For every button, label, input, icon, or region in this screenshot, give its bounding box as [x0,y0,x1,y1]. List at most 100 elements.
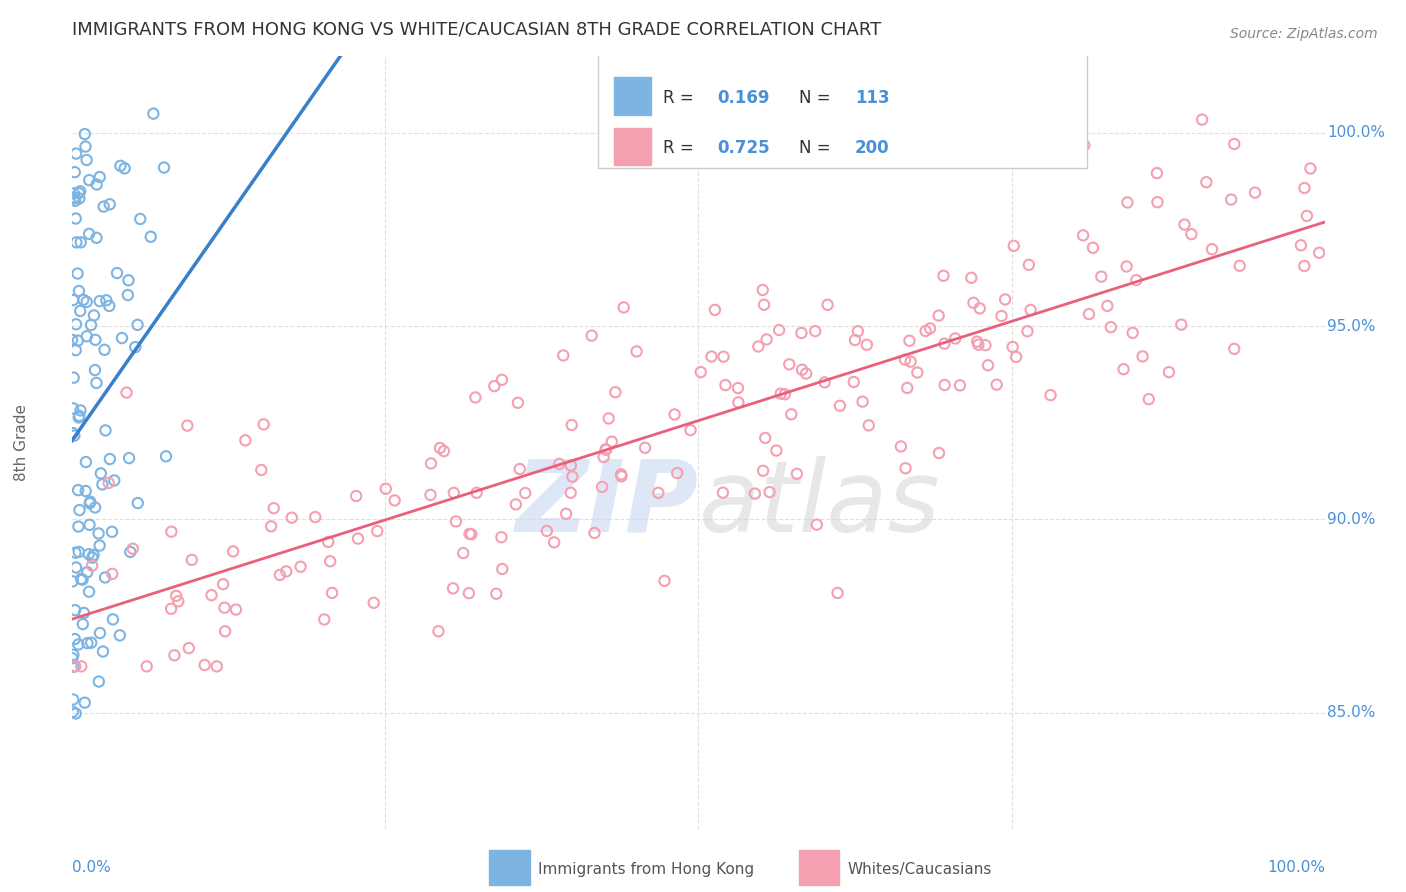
Text: N =: N = [799,89,835,107]
Point [76,294,98,309]
Point [949,378,972,392]
Point [89,539,111,553]
Point [83,548,105,562]
Point [121,541,143,556]
Point [506,396,529,410]
Point [994,293,1017,307]
Point [460,527,482,541]
Point [1078,307,1101,321]
Point [77,584,100,599]
Point [65,659,87,673]
Point [214,600,236,615]
Point [222,544,245,558]
Point [943,331,966,345]
Point [896,381,918,395]
Point [65,706,87,721]
Point [62,705,84,719]
Point [214,624,236,639]
Point [515,486,537,500]
Point [747,339,769,353]
Point [124,340,146,354]
Point [101,566,124,581]
Point [1005,350,1028,364]
Point [84,500,107,515]
Point [127,318,149,332]
Point [269,568,291,582]
Point [180,553,202,567]
Point [72,573,94,587]
Point [105,266,128,280]
Point [160,524,183,539]
Point [814,376,837,390]
Point [108,628,131,642]
Point [62,574,84,589]
Point [63,632,86,646]
Point [94,570,117,584]
Point [73,127,96,141]
Point [82,558,104,573]
Point [1097,299,1119,313]
Point [69,503,91,517]
Point [62,370,84,384]
Point [1223,342,1246,356]
Point [613,301,636,315]
Point [103,474,125,488]
Point [118,451,141,466]
Point [786,467,808,481]
Point [429,441,451,455]
Point [96,293,118,308]
Point [491,373,513,387]
Point [1017,324,1039,338]
Point [898,334,921,348]
Point [827,586,849,600]
Text: ZIP: ZIP [516,456,699,552]
Text: R =: R = [664,89,699,107]
Point [1132,350,1154,364]
Point [610,469,633,483]
Point [928,446,950,460]
Point [63,428,86,442]
Text: Source: ZipAtlas.com: Source: ZipAtlas.com [1230,27,1378,41]
Point [727,395,749,409]
Text: 113: 113 [855,89,890,107]
Point [263,501,285,516]
Point [347,532,370,546]
Point [77,547,100,561]
Point [727,381,749,395]
Point [932,268,955,283]
Point [194,658,217,673]
Point [70,659,93,673]
Point [1308,245,1330,260]
Point [97,475,120,490]
Point [828,399,851,413]
Point [600,434,623,449]
Point [260,519,283,533]
Point [934,378,956,392]
Point [72,293,94,307]
Point [900,354,922,368]
Point [93,200,115,214]
Point [115,385,138,400]
Point [773,387,796,401]
Point [610,467,633,482]
Point [598,411,620,425]
Point [894,461,917,475]
Point [87,674,110,689]
Point [67,519,90,533]
Point [91,477,114,491]
Point [62,648,84,662]
Point [384,493,406,508]
Point [374,482,396,496]
Point [977,358,1000,372]
Point [176,418,198,433]
Point [76,566,98,580]
Point [817,298,839,312]
Point [110,159,132,173]
Point [560,485,582,500]
Point [934,336,956,351]
Point [1122,326,1144,340]
Point [990,309,1012,323]
Point [451,546,474,560]
Point [1229,259,1251,273]
Text: N =: N = [799,139,835,157]
